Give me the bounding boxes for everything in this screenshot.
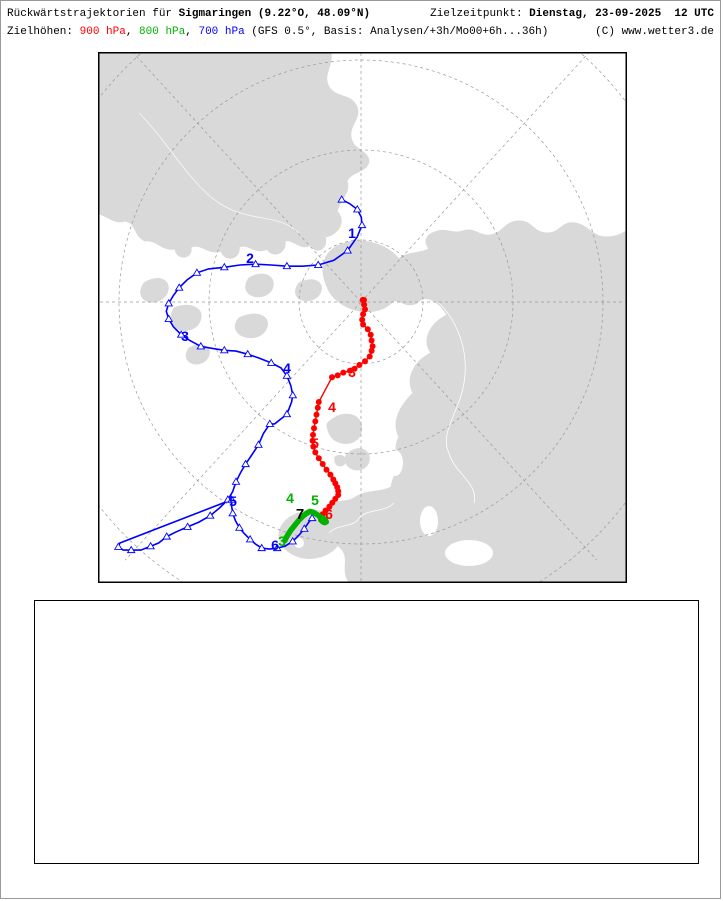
svg-text:1: 1 [348, 225, 356, 241]
svg-text:6: 6 [325, 506, 333, 522]
svg-text:3: 3 [181, 328, 189, 344]
svg-text:3: 3 [278, 533, 286, 549]
svg-text:4: 4 [328, 399, 336, 415]
svg-text:7: 7 [296, 506, 304, 523]
svg-text:2: 2 [246, 250, 254, 266]
svg-text:4: 4 [286, 490, 294, 506]
svg-text:5: 5 [311, 435, 319, 451]
svg-text:5: 5 [229, 493, 237, 509]
svg-text:4: 4 [283, 360, 291, 376]
svg-text:5: 5 [311, 492, 319, 508]
svg-text:3: 3 [348, 364, 356, 380]
